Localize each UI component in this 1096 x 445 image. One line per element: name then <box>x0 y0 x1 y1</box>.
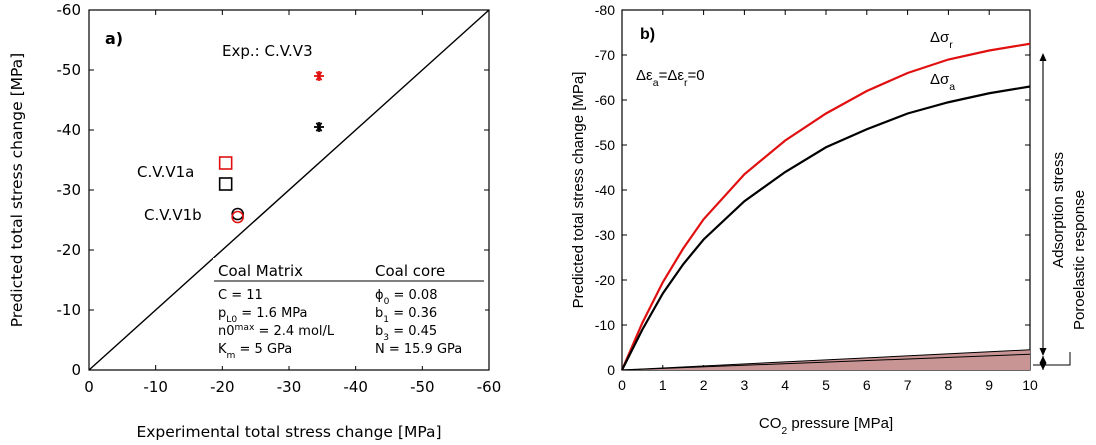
x-tick-label: 2 <box>700 377 708 393</box>
arrow-down-icon <box>1039 348 1047 356</box>
y-tick-label: -60 <box>595 92 615 108</box>
adsorption-stress-label: Adsorption stress <box>1050 152 1067 268</box>
panel-a: 0 -10 -20 -30 -40 -50 -60 0-10-20-30-40-50-60 … <box>8 1 501 441</box>
y-tick-label: -20 <box>595 272 615 288</box>
x-tick-label: -40 <box>343 378 368 396</box>
data-point-asterisk <box>314 122 324 132</box>
table-core-row: N = 15.9 GPa <box>375 342 462 357</box>
y-tick-label: -50 <box>57 61 82 79</box>
x-tick-label: 5 <box>822 377 830 393</box>
x-tick-label: -30 <box>277 378 302 396</box>
identity-line <box>88 9 490 371</box>
poroelastic-upper-line <box>621 349 1031 371</box>
table-header-core: Coal core <box>375 262 445 280</box>
y-tick-label: -80 <box>595 2 615 18</box>
legend-delta-sigma-r: Δσr <box>930 29 953 51</box>
x-tick-label: 1 <box>659 377 667 393</box>
x-tick-label: 9 <box>985 377 993 393</box>
condition-text: Δεa=Δεr=0 <box>636 67 705 89</box>
y-tick-label: -60 <box>57 1 82 19</box>
table-core-row: ϕ0 = 0.08 <box>375 288 437 307</box>
y-tick-label: -30 <box>57 181 82 199</box>
panel-b-xlabel: CO2 pressure [MPa] <box>759 415 893 437</box>
poroelastic-leader-line <box>1033 352 1071 366</box>
y-tick-label: -20 <box>57 241 82 259</box>
panel-b-ylabel: Predicted total stress change [MPa] <box>570 72 587 309</box>
x-tick-label: -20 <box>210 378 235 396</box>
table-header-matrix: Coal Matrix <box>218 262 303 280</box>
y-tick-label: -70 <box>595 47 615 63</box>
panel-a-xlabel: Experimental total stress change [MPa] <box>136 423 441 441</box>
table-core-row: b1 = 0.36 <box>375 306 437 325</box>
x-tick-label: 0 <box>84 378 94 396</box>
x-tick-label: -60 <box>477 378 502 396</box>
label-cvv3: Exp.: C.V.V3 <box>222 42 313 60</box>
x-tick-label: 0 <box>618 377 626 393</box>
y-tick-label: -50 <box>595 137 615 153</box>
y-tick-label: -40 <box>595 182 615 198</box>
data-point-asterisk <box>314 71 324 81</box>
data-point-square <box>218 177 233 191</box>
panel-b-label: b) <box>640 26 655 43</box>
x-tick-label: 7 <box>904 377 912 393</box>
data-point-square <box>218 156 233 170</box>
label-cvv1a: C.V.V1a <box>137 163 194 181</box>
y-tick-label: -10 <box>595 317 615 333</box>
y-tick-label: -10 <box>57 301 82 319</box>
table-matrix-row: C = 11 <box>218 288 263 303</box>
panel-a-label: a) <box>105 29 123 48</box>
panel-a-ylabel: Predicted total stress change [MPa] <box>8 53 26 327</box>
table-matrix-row: Km = 5 GPa <box>218 342 292 361</box>
x-tick-label: 8 <box>945 377 953 393</box>
arrow-up-small-icon <box>1039 356 1047 363</box>
x-tick-label: -50 <box>410 378 435 396</box>
table-matrix-row: n0max = 2.4 mol/L <box>218 323 335 339</box>
y-tick-label: -40 <box>57 121 82 139</box>
x-tick-label: 6 <box>863 377 871 393</box>
poroelastic-lower-line <box>621 353 1031 371</box>
x-tick-label: 4 <box>781 377 789 393</box>
y-tick-label: -30 <box>595 227 615 243</box>
table-background <box>213 258 485 366</box>
x-tick-label: 10 <box>1022 377 1038 393</box>
data-point-circle <box>231 210 244 224</box>
table-core-row: b3 = 0.45 <box>375 324 437 343</box>
y-tick-label: 0 <box>607 362 615 378</box>
label-cvv1b: C.V.V1b <box>144 206 202 224</box>
table-matrix-row: pL0 = 1.6 MPa <box>218 306 308 325</box>
series-line-r <box>620 42 1031 371</box>
x-tick-label: -10 <box>143 378 168 396</box>
panel-b: 0 1 2 3 4 5 6 7 8 9 10 0 -10 -20 -30 -40 -50 -60 -70 -80 b… <box>570 2 1088 437</box>
series-line-a <box>621 85 1031 371</box>
y-tick-label: 0 <box>71 361 81 379</box>
x-tick-label: 3 <box>741 377 749 393</box>
arrow-down-small-icon <box>1039 363 1047 370</box>
panel-b-frame <box>621 9 1031 371</box>
arrow-up-icon <box>1039 53 1047 61</box>
parameter-table: Coal Matrix Coal core C = 11 pL0 = 1.6 MP… <box>213 258 485 366</box>
condition-label: Δεa=Δεr=0 <box>636 67 705 89</box>
stress-annotations: Adsorption stress Poroelastic response <box>1033 53 1088 370</box>
poroelastic-response-label: Poroelastic response <box>1071 190 1088 330</box>
x-axis-label-text: CO2 pressure [MPa] <box>759 415 893 437</box>
legend-delta-sigma-a: Δσa <box>930 71 955 93</box>
